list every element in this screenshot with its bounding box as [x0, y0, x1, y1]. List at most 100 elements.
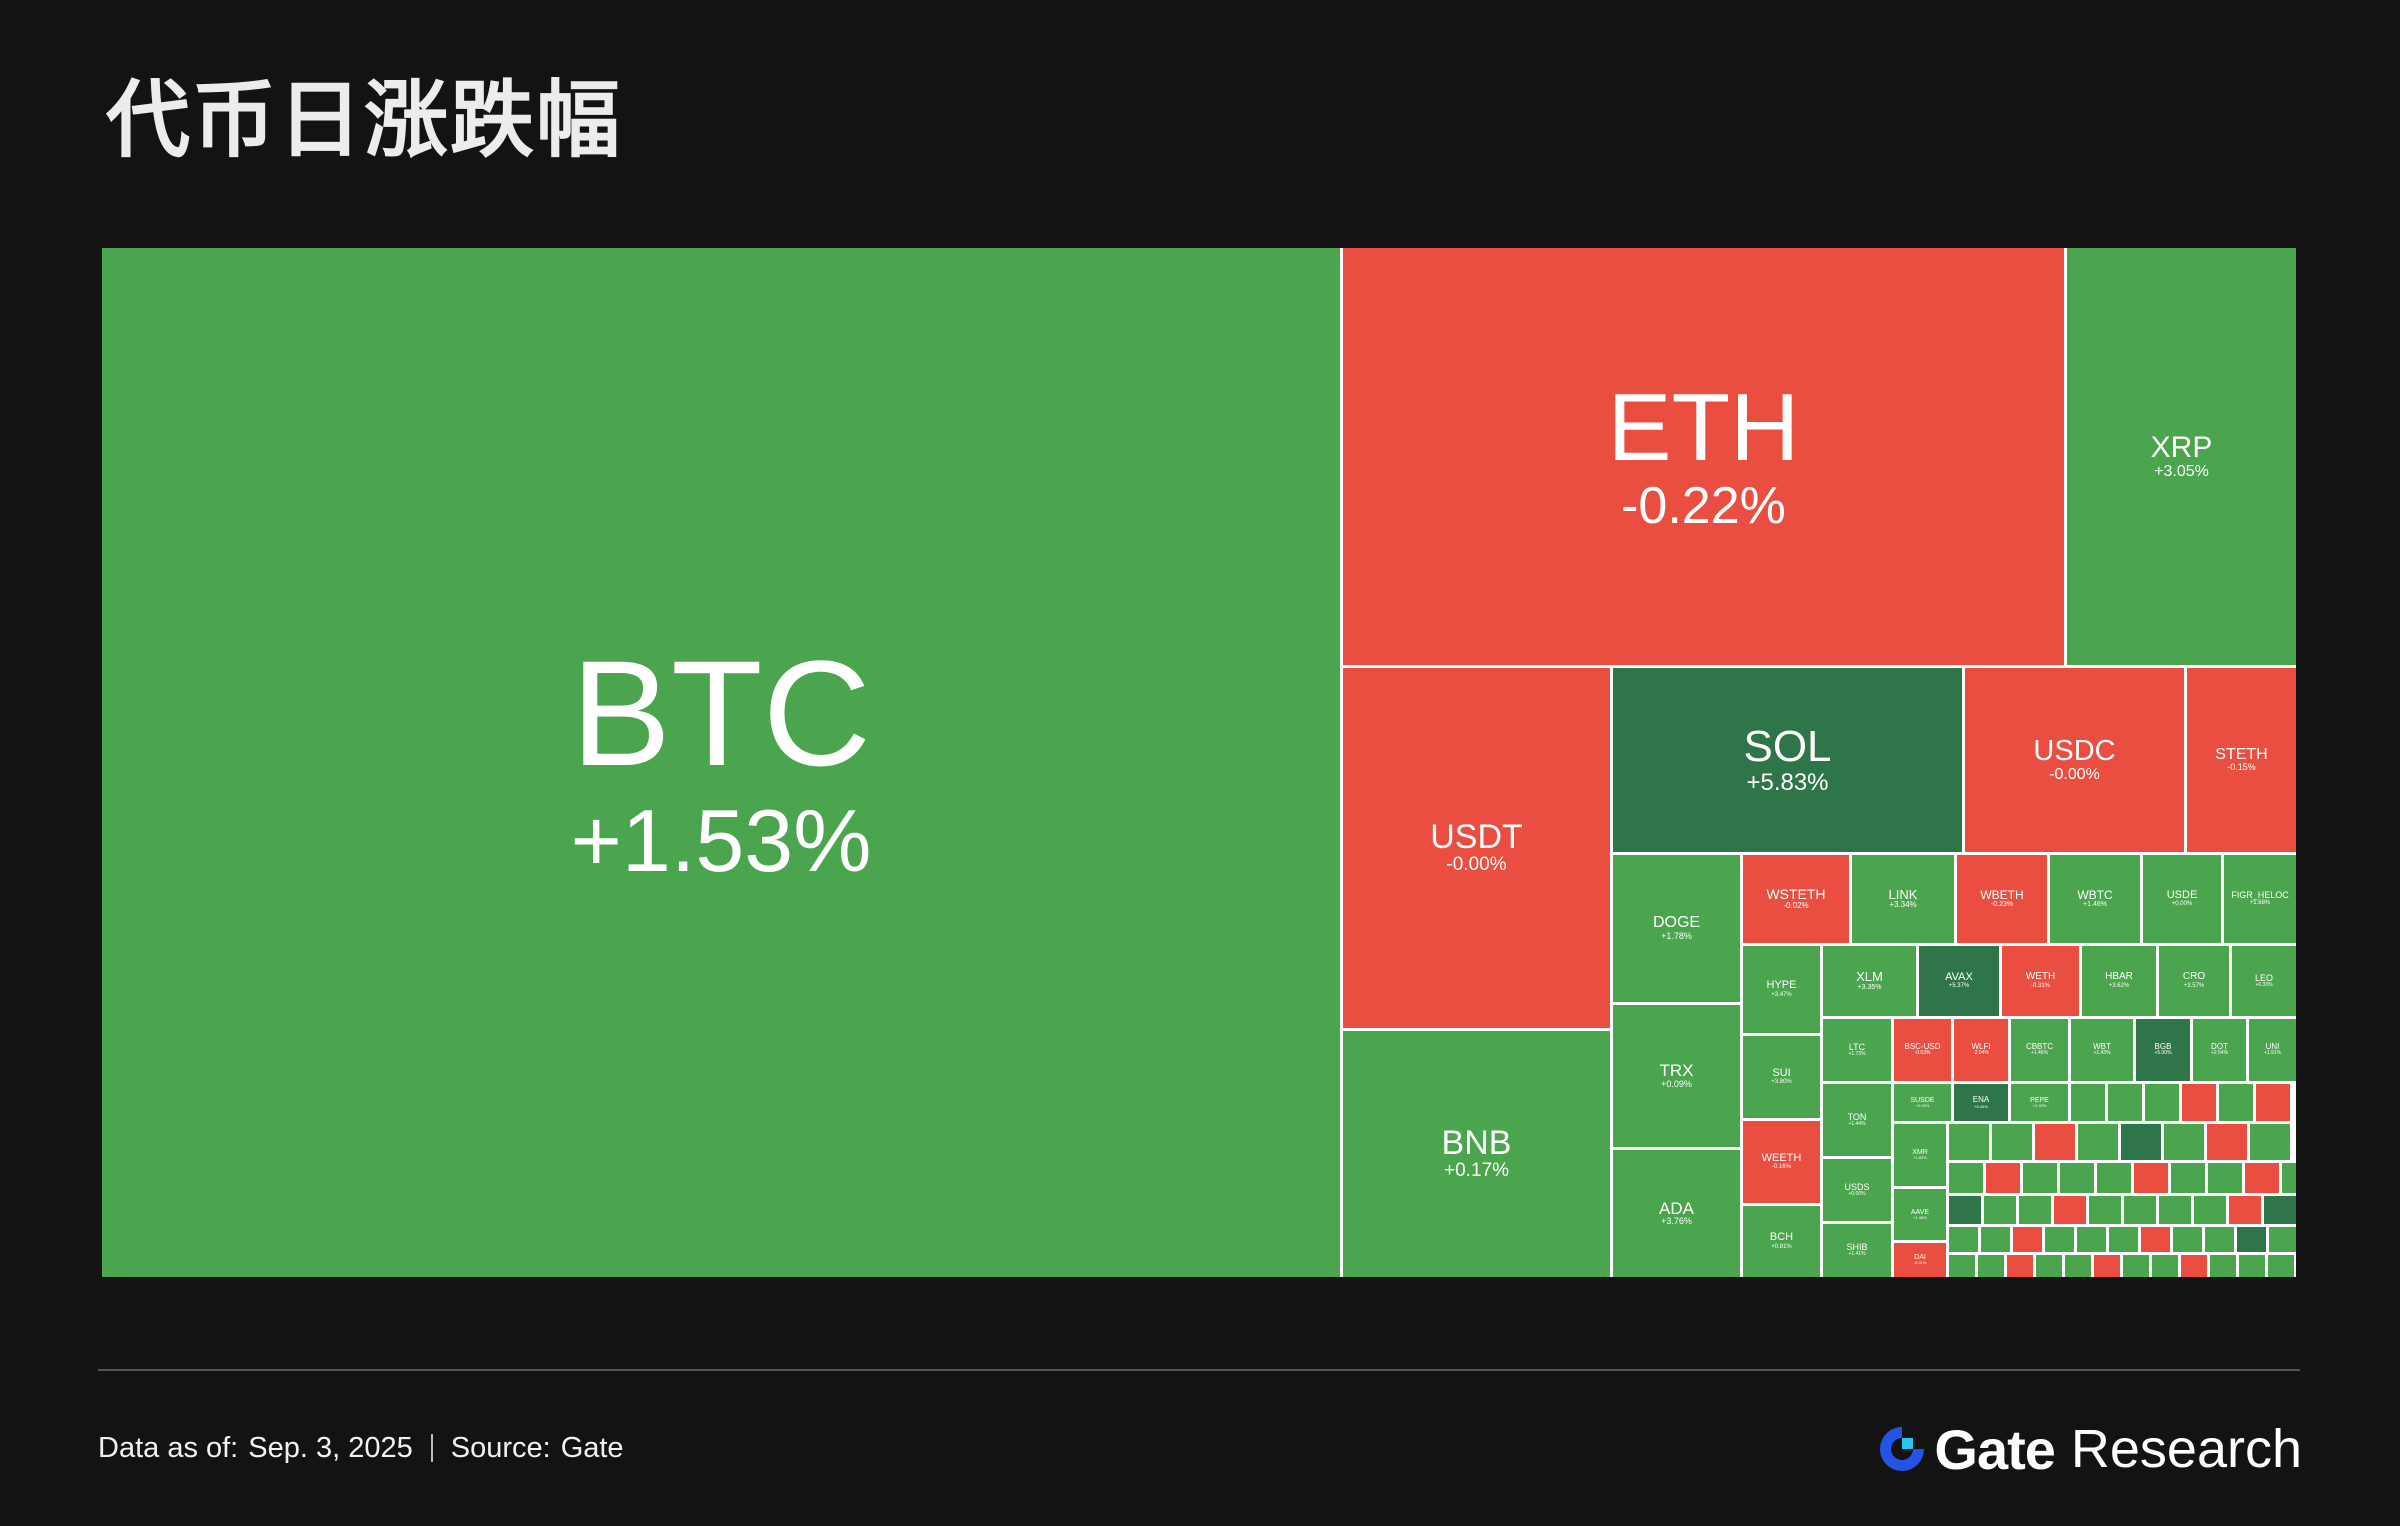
- tile-small: [2171, 1163, 2205, 1193]
- tile-symbol: ENA: [1972, 1095, 1990, 1105]
- tile-small: [2045, 1227, 2074, 1252]
- tile-small: [1949, 1163, 1983, 1193]
- tile-change: +2.33%: [2032, 1102, 2047, 1108]
- tile-uni: UNI +1.91%: [2249, 1019, 2296, 1081]
- tile-small: [2159, 1196, 2191, 1224]
- tile-sui: SUI +3.80%: [1743, 1036, 1820, 1118]
- tile-sol: SOL +5.83%: [1613, 668, 1962, 852]
- tile-small: [2181, 1255, 2207, 1277]
- tile-small: [2268, 1255, 2294, 1277]
- tile-leo: LEO +0.33%: [2232, 946, 2296, 1016]
- tile-figr_heloc: FIGR_HELOC +1.68%: [2224, 855, 2296, 943]
- tile-symbol: WBT: [2093, 1042, 2111, 1052]
- tile-wbt: WBT +1.43%: [2071, 1019, 2133, 1081]
- tile-change: +1.41%: [1848, 1251, 1866, 1258]
- tile-small: [2065, 1255, 2091, 1277]
- tile-symbol: DOT: [2211, 1042, 2228, 1052]
- tile-usdc: USDC -0.00%: [1965, 668, 2184, 852]
- tile-change: +1.43%: [2093, 1050, 2111, 1057]
- tile-symbol: USDT: [1430, 817, 1523, 856]
- data-as-of-label: Data as of:: [98, 1431, 239, 1464]
- tile-change: +1.82%: [1913, 1155, 1927, 1161]
- tile-small: [1949, 1255, 1975, 1277]
- tile-symbol: XMR: [1912, 1149, 1928, 1157]
- tile-change: +1.46%: [2030, 1050, 2049, 1057]
- tile-symbol: CBBTC: [2025, 1042, 2054, 1052]
- tile-symbol: AVAX: [1945, 970, 1973, 983]
- tile-bch: BCH +0.81%: [1743, 1206, 1820, 1277]
- tile-small: [2097, 1163, 2131, 1193]
- tile-small: [2256, 1084, 2290, 1121]
- tile-xlm: XLM +3.35%: [1823, 946, 1916, 1016]
- tile-change: +3.35%: [1857, 983, 1882, 991]
- tile-small: [2164, 1124, 2204, 1160]
- tile-symbol: FIGR_HELOC: [2231, 889, 2289, 900]
- tile-symbol: WLFI: [1971, 1042, 1991, 1052]
- tile-symbol: HYPE: [1766, 979, 1797, 992]
- tile-change: +1.34%: [1913, 1214, 1927, 1220]
- tile-small: [2054, 1196, 2086, 1224]
- tile-small: [2205, 1227, 2234, 1252]
- tile-small: [2071, 1084, 2105, 1121]
- tile-small: [2237, 1227, 2266, 1252]
- tile-small: [2219, 1084, 2253, 1121]
- tile-xmr: XMR +1.82%: [1894, 1124, 1946, 1186]
- tile-symbol: BCH: [1769, 1231, 1794, 1244]
- tile-small: [1981, 1227, 2010, 1252]
- tile-change: +0.33%: [2255, 981, 2273, 988]
- tile-small: [2036, 1255, 2062, 1277]
- tile-small: [1992, 1124, 2032, 1160]
- tile-cro: CRO +3.57%: [2159, 946, 2229, 1016]
- tile-symbol: DAI: [1914, 1254, 1926, 1262]
- footer-separator: [430, 1434, 433, 1462]
- tile-small: [1986, 1163, 2020, 1193]
- tile-change: +1.68%: [2249, 900, 2271, 907]
- tile-change: +1.91%: [2263, 1050, 2282, 1057]
- tile-small: [2124, 1196, 2156, 1224]
- tile-small: [2145, 1084, 2179, 1121]
- tile-ena: ENA +5.43%: [1954, 1084, 2008, 1121]
- tile-symbol: WETH: [2025, 971, 2056, 983]
- tile-small: [2108, 1084, 2142, 1121]
- tile-change: +0.00%: [1915, 1102, 1930, 1108]
- tile-change: -0.01%: [1913, 1260, 1927, 1266]
- tile-symbol: ETH: [1607, 373, 1800, 481]
- tile-weeth: WEETH -0.16%: [1743, 1121, 1820, 1203]
- tile-small: [2094, 1255, 2120, 1277]
- tile-change: -0.22%: [1621, 477, 1786, 536]
- tile-symbol: LEO: [2254, 972, 2273, 983]
- tile-change: -0.16%: [1771, 1164, 1791, 1171]
- tile-symbol: SOL: [1743, 721, 1832, 771]
- tile-small: [2250, 1124, 2290, 1160]
- tile-symbol: STETH: [2215, 745, 2268, 763]
- tile-change: -0.23%: [1990, 901, 2014, 909]
- tile-small: [2013, 1227, 2042, 1252]
- tile-change: +0.09%: [1661, 1078, 1692, 1089]
- tile-change: +3.76%: [1661, 1216, 1692, 1227]
- tile-symbol: LTC: [1848, 1041, 1866, 1052]
- tile-small: [2152, 1255, 2178, 1277]
- source-label: Source:: [450, 1431, 551, 1464]
- tile-change: +1.44%: [1848, 1120, 1866, 1127]
- tile-wbtc: WBTC +1.46%: [2050, 855, 2140, 943]
- tile-symbol: CRO: [2182, 971, 2206, 983]
- tile-change: +3.34%: [1889, 900, 1917, 910]
- tile-symbol: BTC: [571, 629, 871, 798]
- tile-cbbtc: CBBTC +1.46%: [2011, 1019, 2068, 1081]
- tile-symbol: WBETH: [1980, 887, 2024, 902]
- tile-small: [2141, 1227, 2170, 1252]
- tile-small: [1978, 1255, 2004, 1277]
- tile-symbol: BNB: [1441, 1123, 1512, 1162]
- tile-change: +1.78%: [1661, 930, 1692, 941]
- tile-change: +0.00%: [1848, 1190, 1866, 1197]
- tile-hbar: HBAR +3.62%: [2082, 946, 2156, 1016]
- brand-logo: Gate Research: [1876, 1414, 2302, 1484]
- tile-small: [2121, 1124, 2161, 1160]
- tile-bgb: BGB +5.00%: [2136, 1019, 2190, 1081]
- tile-small: [2194, 1196, 2226, 1224]
- tile-trx: TRX +0.09%: [1613, 1005, 1740, 1147]
- tile-small: [2208, 1163, 2242, 1193]
- tile-symbol: TRX: [1659, 1061, 1694, 1081]
- tile-change: +5.37%: [1948, 983, 1970, 990]
- tile-symbol: USDS: [1844, 1181, 1870, 1192]
